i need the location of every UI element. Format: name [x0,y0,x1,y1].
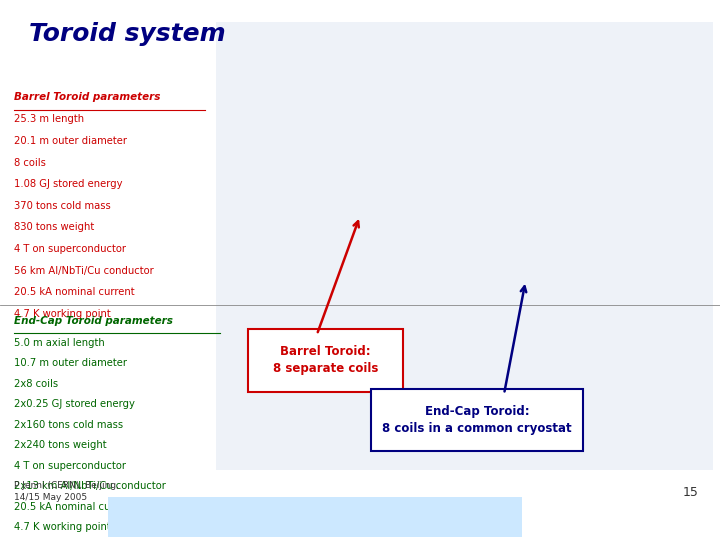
Text: 15: 15 [683,487,698,500]
Text: End-Cap Toroid:
8 coils in a common cryostat: End-Cap Toroid: 8 coils in a common cryo… [382,405,572,435]
Text: 4.7 K working point: 4.7 K working point [14,309,111,319]
FancyBboxPatch shape [248,329,403,392]
Text: 830 tons weight: 830 tons weight [14,222,94,233]
Bar [216,22,713,470]
Text: 25.3 m length: 25.3 m length [14,114,84,125]
Text: 56 km Al/NbTi/Cu conductor: 56 km Al/NbTi/Cu conductor [14,266,154,276]
Text: 4 T on superconductor: 4 T on superconductor [14,244,127,254]
Text: 5.0 m axial length: 5.0 m axial length [14,338,105,348]
Text: 10.7 m outer diameter: 10.7 m outer diameter [14,358,127,368]
Text: 20.5 kA nominal current: 20.5 kA nominal current [14,502,135,512]
Text: 4 T on superconductor: 4 T on superconductor [14,461,127,471]
Text: 8 coils: 8 coils [14,158,46,168]
Text: Barrel Toroid parameters: Barrel Toroid parameters [14,92,161,102]
Text: End-Cap Toroid parameters: End-Cap Toroid parameters [14,316,174,326]
Text: 1.08 GJ stored energy: 1.08 GJ stored energy [14,179,123,190]
FancyBboxPatch shape [371,389,583,451]
Text: Toroid system: Toroid system [29,22,225,45]
Text: ATLAS Overview, Status and Plans: ATLAS Overview, Status and Plans [240,511,394,520]
Text: 2x240 tons weight: 2x240 tons weight [14,440,107,450]
Text: 20.1 m outer diameter: 20.1 m outer diameter [14,136,127,146]
Text: 370 tons cold mass: 370 tons cold mass [14,201,111,211]
Text: 2x160 tons cold mass: 2x160 tons cold mass [14,420,124,430]
Text: 2x8 coils: 2x8 coils [14,379,58,389]
FancyBboxPatch shape [108,497,522,537]
Text: Barrel Toroid:
8 separate coils: Barrel Toroid: 8 separate coils [273,346,379,375]
Text: 2x13 km Al/NbTi/Cu conductor: 2x13 km Al/NbTi/Cu conductor [14,481,166,491]
Text: 20.5 kA nominal current: 20.5 kA nominal current [14,287,135,298]
Text: P Jenni (CERN), Beijing,
14/15 May 2005: P Jenni (CERN), Beijing, 14/15 May 2005 [14,481,120,502]
Text: 2x0.25 GJ stored energy: 2x0.25 GJ stored energy [14,399,135,409]
Text: 4.7 K working point: 4.7 K working point [14,522,111,532]
